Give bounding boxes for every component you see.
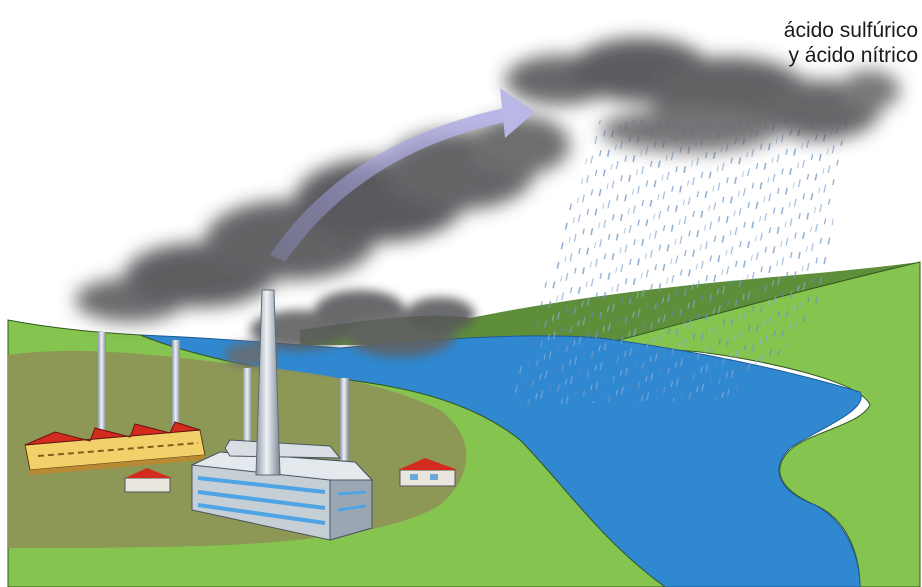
acid-label-line-2: y ácido nítrico (788, 44, 918, 67)
chimney-icon (98, 332, 349, 464)
acid-rain (510, 120, 850, 405)
acid-label: ácido sulfúrico y ácido nítrico (722, 18, 918, 68)
main-factory-icon (190, 439, 374, 541)
tall-chimney-icon (255, 289, 281, 476)
acid-label-line-1: ácido sulfúrico (783, 19, 918, 42)
house-icon (124, 458, 458, 493)
rain-cloud-icon (505, 38, 900, 152)
arrow-icon (270, 88, 535, 262)
smoke-cloud-icon (75, 115, 570, 322)
factory-icon (24, 421, 206, 475)
